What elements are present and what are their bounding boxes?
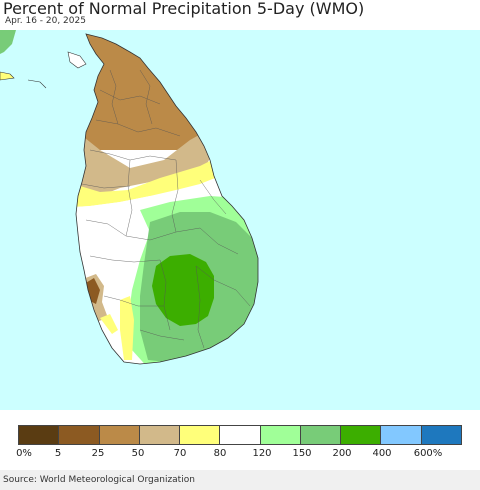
legend-label: 150 bbox=[292, 448, 312, 459]
india-coast bbox=[0, 30, 16, 54]
map-title: Percent of Normal Precipitation 5-Day (W… bbox=[3, 0, 365, 18]
india-tip bbox=[0, 71, 15, 81]
legend-label: 70 bbox=[173, 448, 187, 459]
coastline-north bbox=[27, 79, 47, 89]
legend-swatch bbox=[260, 426, 301, 444]
legend-swatch bbox=[300, 426, 342, 444]
legend-labels: 0% 5 25 50 70 80 120 150 200 400 600% bbox=[0, 448, 480, 462]
legend-label: 0% bbox=[16, 448, 32, 459]
date-range: Apr. 16 - 20, 2025 bbox=[5, 16, 86, 26]
legend-swatch bbox=[59, 426, 100, 444]
legend-swatch bbox=[99, 426, 140, 444]
legend-swatch bbox=[180, 426, 221, 444]
legend-label: 50 bbox=[131, 448, 145, 459]
legend-label: 200 bbox=[332, 448, 352, 459]
precipitation-map bbox=[0, 30, 480, 410]
legend-swatch bbox=[139, 426, 181, 444]
color-legend bbox=[18, 425, 462, 445]
legend-label: 80 bbox=[213, 448, 227, 459]
district-borders bbox=[81, 69, 251, 349]
island-outline bbox=[75, 33, 259, 365]
legend-swatch bbox=[19, 426, 60, 444]
legend-label: 25 bbox=[91, 448, 105, 459]
jaffna-outline bbox=[67, 51, 87, 69]
legend-swatch bbox=[381, 426, 422, 444]
legend-swatch bbox=[341, 426, 382, 444]
legend-label: 120 bbox=[252, 448, 272, 459]
map-svg bbox=[0, 30, 480, 410]
legend-label: 400 bbox=[372, 448, 392, 459]
legend-label: 600% bbox=[413, 448, 443, 459]
legend-label: 5 bbox=[54, 448, 62, 459]
footer: Source: World Meteorological Organizatio… bbox=[0, 470, 480, 490]
source-credit: Source: World Meteorological Organizatio… bbox=[3, 475, 195, 485]
legend-swatch bbox=[220, 426, 261, 444]
legend-swatch bbox=[421, 426, 461, 444]
